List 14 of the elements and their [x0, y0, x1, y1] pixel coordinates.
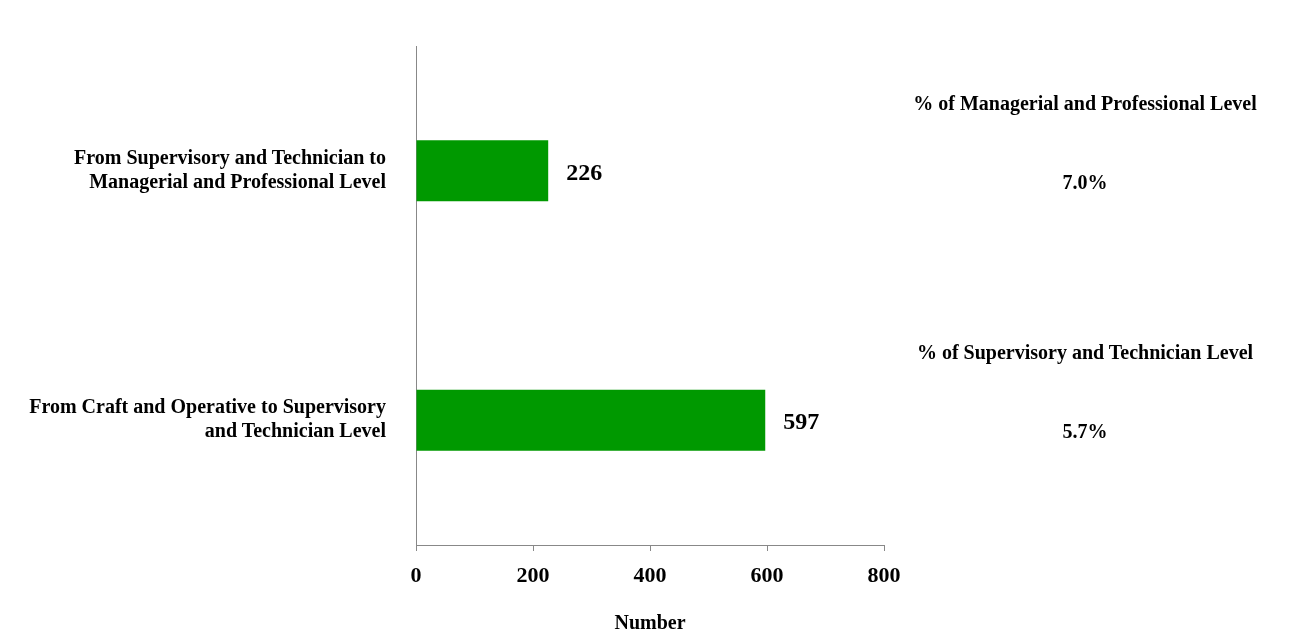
y-tick-label: From Craft and Operative to Supervisory and Technician Level: [29, 395, 387, 442]
text: % of Managerial and Professional Level: [913, 91, 1258, 115]
x-tick-label: 200: [516, 561, 550, 587]
x-axis-title: Number: [614, 611, 686, 634]
text: 5.7%: [1062, 420, 1108, 443]
x-tick-label: 800: [867, 561, 901, 587]
x-tick-label: 0: [410, 561, 422, 587]
x-tick-label: 600: [750, 561, 784, 587]
x-tick-label: 400: [633, 561, 667, 587]
data-label: 597: [783, 408, 820, 435]
data-label: 226: [566, 158, 603, 185]
text: 7.0%: [1062, 170, 1108, 193]
text: % of Supervisory and Technician Level: [916, 341, 1254, 365]
y-tick-label: From Supervisory and Technician to Managerial and Professional Level: [74, 145, 387, 193]
